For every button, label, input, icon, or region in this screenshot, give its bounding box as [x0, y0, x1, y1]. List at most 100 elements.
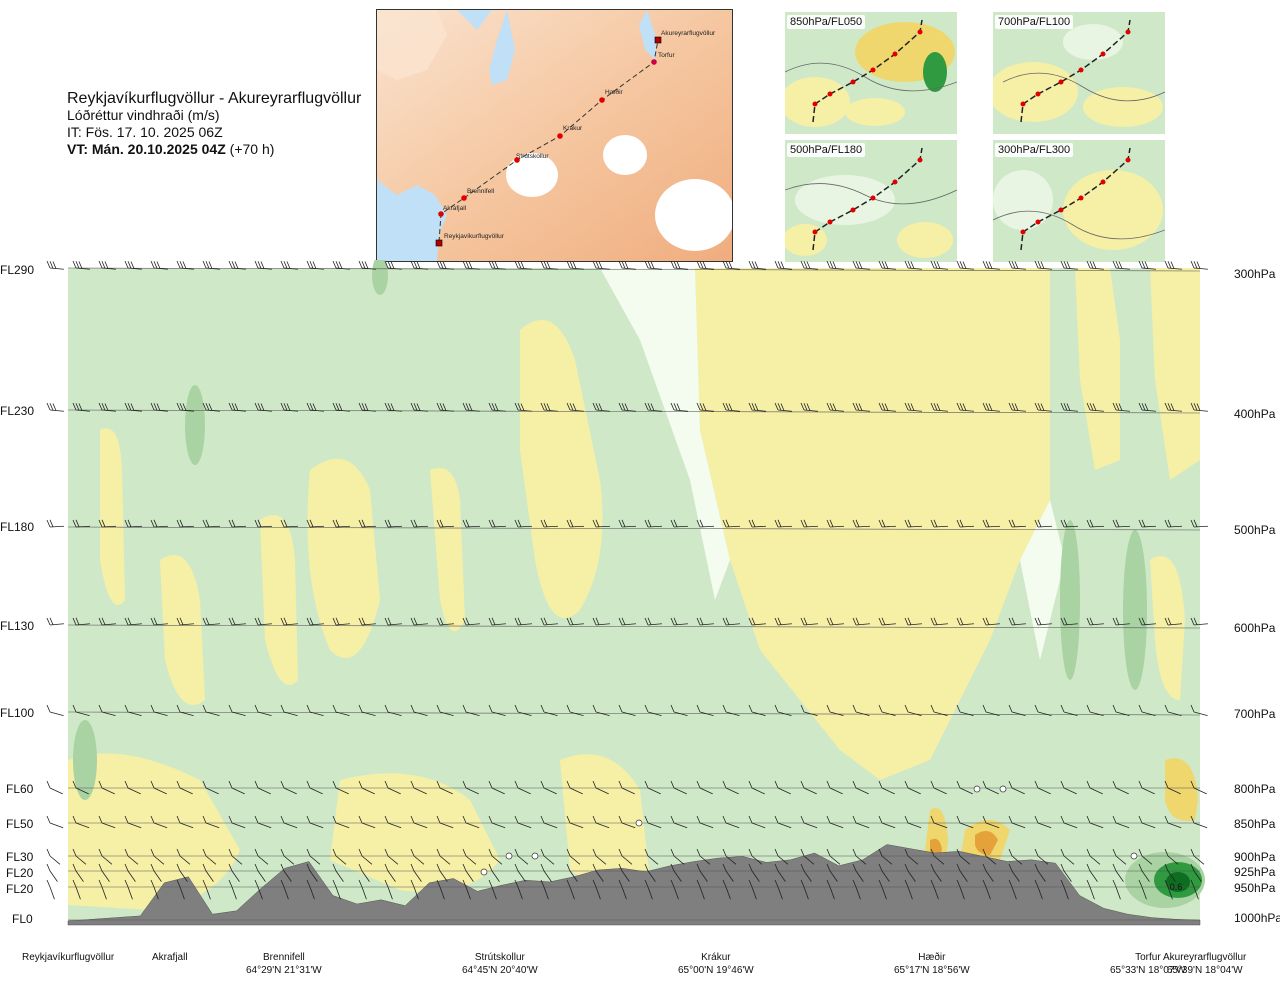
wind-barb — [410, 519, 429, 528]
wind-barb — [124, 260, 142, 270]
wind-barb — [1164, 402, 1182, 412]
wind-barb — [46, 519, 65, 528]
wind-barb — [384, 848, 399, 865]
wind-barb — [1060, 815, 1078, 829]
wind-barb — [748, 780, 765, 795]
wind-barb — [72, 848, 87, 865]
valid-time-label: VT: Mán. 20.10.2025 04Z — [67, 141, 226, 157]
wind-barb — [462, 519, 481, 528]
wind-barb — [124, 780, 141, 795]
map-label-strutskollur: Strútskollur — [516, 153, 549, 160]
wind-barb — [1060, 617, 1078, 626]
wind-barb — [540, 780, 557, 795]
wind-barb — [592, 848, 607, 865]
wind-barb — [826, 780, 843, 795]
location-coords: 65°33'N 18°07'W — [1110, 965, 1186, 976]
wind-barb — [384, 519, 403, 528]
wind-barb — [384, 780, 401, 795]
wind-barb — [774, 815, 792, 829]
wind-barb — [358, 863, 370, 882]
wind-barb — [1190, 780, 1207, 795]
wind-barb — [592, 704, 610, 717]
wind-barb — [202, 402, 220, 412]
wind-barb — [722, 617, 740, 626]
wind-barb — [956, 704, 974, 717]
wind-barb — [436, 704, 454, 717]
wind-barb — [748, 704, 766, 717]
wind-barb — [46, 815, 64, 829]
right-label-925: 925hPa — [1234, 865, 1276, 879]
wind-barb — [462, 260, 480, 270]
left-label-fl0: FL0 — [12, 912, 33, 926]
wind-barb — [1086, 848, 1101, 865]
wind-barb — [462, 780, 479, 795]
wind-barb — [150, 879, 159, 900]
wind-barb — [566, 519, 585, 528]
wind-barb — [930, 617, 948, 626]
wind-barb — [280, 815, 298, 829]
wind-barb — [774, 519, 793, 528]
wind-barb — [72, 704, 90, 717]
wind-barb — [852, 863, 864, 882]
wind-barb — [410, 402, 428, 412]
wind-barb — [540, 863, 552, 882]
wind-barb — [98, 704, 116, 717]
wind-barb — [1190, 402, 1208, 412]
wind-barb — [956, 879, 965, 900]
wind-barb — [800, 402, 818, 412]
wind-barb — [540, 260, 558, 270]
wind-barb — [1112, 617, 1130, 626]
wind-barb — [72, 617, 90, 626]
wind-barb — [566, 863, 578, 882]
wind-barb — [410, 863, 422, 882]
wind-barb — [488, 879, 497, 900]
wind-barb — [202, 519, 221, 528]
wind-barb — [462, 704, 480, 717]
wind-barb — [46, 780, 63, 795]
location-torfur: Torfur 65°33'N 18°07'W — [1110, 951, 1186, 977]
wind-barb — [670, 617, 688, 626]
wind-barb — [410, 617, 428, 626]
wind-barb — [956, 848, 971, 865]
wind-barb — [774, 780, 791, 795]
wind-barb — [904, 815, 922, 829]
wind-barb — [410, 848, 425, 865]
wind-barb — [592, 260, 610, 270]
wind-barb — [1086, 863, 1098, 882]
wind-barb — [332, 863, 344, 882]
wind-barb — [904, 402, 922, 412]
wind-barb — [1190, 848, 1205, 865]
wind-barb — [124, 617, 142, 626]
wind-barb — [436, 402, 454, 412]
wind-barb — [1164, 617, 1182, 626]
wind-barb — [800, 260, 818, 270]
wind-barb — [540, 402, 558, 412]
wind-barb — [748, 519, 767, 528]
wind-barb — [410, 780, 427, 795]
wind-barb — [98, 402, 116, 412]
wind-barb — [280, 617, 298, 626]
wind-barb — [982, 780, 999, 795]
inset-graphic-850 — [785, 12, 957, 134]
location-akrafjall: Akrafjall — [152, 951, 188, 964]
wind-barb — [1034, 260, 1052, 270]
wind-barb — [878, 848, 893, 865]
wind-barb — [722, 519, 741, 528]
wind-barb — [488, 780, 505, 795]
wind-barb — [72, 519, 91, 528]
wind-barb — [592, 863, 604, 882]
wind-barb — [332, 879, 341, 900]
wind-barb — [280, 780, 297, 795]
wind-barb — [280, 402, 298, 412]
wind-barb — [228, 879, 237, 900]
map-label-haedir: Hæðir — [605, 88, 624, 96]
wind-barb — [358, 848, 373, 865]
location-reykjavik: Reykjavíkurflugvöllur — [22, 951, 114, 964]
wind-barb — [358, 815, 376, 829]
wind-barb — [1086, 617, 1104, 626]
wind-barb — [1034, 815, 1052, 829]
wind-barb — [1086, 519, 1105, 528]
right-label-1000: 1000hPa — [1234, 911, 1280, 925]
wind-barb — [1164, 815, 1182, 829]
wind-barb — [982, 402, 1000, 412]
